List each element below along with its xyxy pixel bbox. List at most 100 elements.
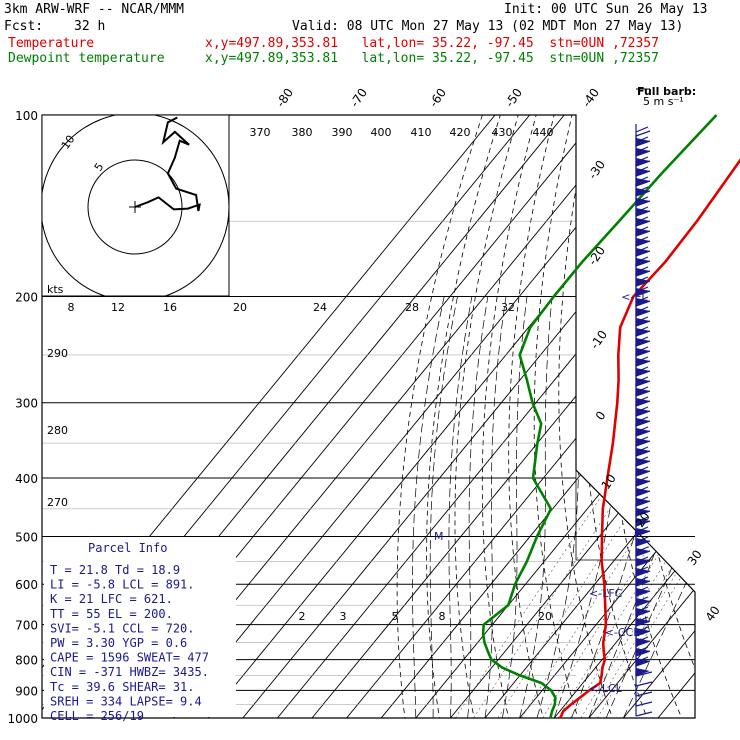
wind-barb-feather	[635, 620, 651, 627]
moist-adiabat-line	[429, 296, 458, 718]
wind-barb-feather	[635, 550, 651, 557]
isotherm-tick-label: -60	[426, 86, 449, 110]
wind-barb	[635, 224, 651, 246]
wind-barb	[635, 464, 651, 486]
parcel-info-row: SREH = 334 LAPSE= 9.4	[50, 694, 202, 708]
dry-adiabat-line	[558, 115, 618, 718]
lfc-marker: <-LFC	[589, 587, 623, 600]
wind-barb	[635, 544, 651, 566]
wind-barb-feather	[635, 346, 649, 353]
isotherm-tick-label: -30	[585, 158, 608, 182]
wind-barb	[635, 574, 651, 596]
wind-barb	[635, 704, 653, 717]
theta-tick-label: 290	[47, 347, 68, 360]
wind-barb-feather	[635, 420, 651, 427]
wind-barb-feather	[635, 446, 649, 453]
pressure-tick-label: 1000	[7, 712, 38, 726]
wind-barb-feather	[635, 370, 651, 377]
moist-adiabat-line	[448, 296, 473, 718]
wind-barb	[635, 404, 651, 426]
isotherm-tick-label: -50	[502, 86, 525, 110]
wind-barb-feather	[635, 190, 651, 197]
dry-adiabat-line	[426, 115, 501, 718]
wind-barb	[635, 134, 651, 156]
wind-barb-feather	[635, 176, 649, 183]
wind-barb	[635, 214, 651, 236]
hodograph-inner	[42, 115, 229, 296]
wind-barb-feather	[635, 436, 649, 443]
wind-barb-feather	[635, 556, 649, 563]
frame-ledge	[575, 470, 652, 561]
wind-barb-feather	[635, 306, 649, 313]
wind-barb-feather	[635, 546, 649, 553]
wind-barb-feather	[635, 416, 649, 423]
fcst-label: Fcst:	[4, 19, 44, 34]
wind-barb	[635, 194, 651, 216]
wind-barb-feather	[635, 236, 649, 243]
pressure-tick-label: 400	[15, 472, 38, 486]
wind-barb-feather	[635, 126, 649, 133]
theta-tick-label: 390	[332, 126, 353, 139]
wind-barb	[635, 314, 651, 336]
wind-barb-feather	[635, 460, 651, 467]
wind-barb-feather	[635, 671, 653, 677]
mixing-ratio-label: 8	[439, 610, 446, 623]
barb-legend-title: Full barb:	[637, 85, 696, 98]
wind-barb-feather	[635, 200, 651, 207]
model-title: 3km ARW-WRF -- NCAR/MMM	[4, 2, 185, 17]
isotherm-line	[450, 115, 695, 718]
theta-tick-label: 440	[533, 126, 554, 139]
wind-barb	[635, 584, 651, 606]
wind-barb	[635, 434, 651, 456]
isotherm-line	[484, 115, 695, 718]
pressure-tick-label: 700	[15, 619, 38, 633]
wind-barb-feather	[635, 466, 649, 473]
isotherm-tick-label: -20	[585, 244, 608, 268]
isotherm-line	[519, 115, 695, 718]
wind-barb-feather	[635, 536, 649, 543]
wind-barb-feather	[635, 650, 651, 657]
wind-barb-feather	[635, 600, 651, 607]
isotherm-line	[657, 115, 695, 718]
wind-barb-feather	[635, 580, 651, 587]
wind-barb-feather	[635, 390, 651, 397]
isotherm-tick-label: 30	[685, 547, 705, 568]
isotherm-line	[346, 115, 695, 718]
wind-barb-feather	[635, 450, 651, 457]
isotherm-tick-label: 10	[599, 471, 619, 492]
wind-barb-feather	[635, 336, 649, 343]
pressure-tick-label: 600	[15, 578, 38, 592]
wind-barb-feather	[635, 156, 649, 163]
wind-barb-feather	[635, 480, 651, 487]
wind-barb	[635, 454, 651, 476]
parcel-info-panel: Parcel Info T = 21.8 Td = 18.9LI = -5.8 L…	[44, 537, 236, 723]
wind-barb-feather	[635, 366, 649, 373]
mixing-ratio-label: 5	[392, 610, 399, 623]
wind-barb	[635, 244, 651, 266]
wind-barb-feather	[635, 136, 649, 143]
wind-barb-feather	[635, 310, 651, 317]
isotherm-tick-label: -80	[273, 86, 296, 110]
pressure-tick-label: 300	[15, 397, 38, 411]
wind-barb-feather	[635, 216, 649, 223]
wind-barb-feather	[635, 616, 649, 623]
wind-barb-feather	[635, 146, 649, 153]
wind-barb-feather	[635, 410, 651, 417]
parcel-info-row: Tc = 39.6 SHEAR= 31.	[50, 680, 195, 694]
m-marker: M	[434, 530, 444, 543]
barb-legend-units: 5 m s⁻¹	[643, 95, 684, 108]
wind-barb	[635, 354, 651, 376]
wind-barb-feather	[635, 691, 653, 697]
wind-barb	[635, 474, 651, 496]
wind-barb-feather	[635, 170, 651, 177]
wind-barb-feather	[635, 240, 651, 247]
wind-barb-feather	[635, 300, 651, 307]
pressure-tick-label: 900	[15, 684, 38, 698]
wind-barb	[635, 144, 651, 166]
wind-barb-feather	[635, 576, 649, 583]
isotherm-tick-label: -10	[587, 328, 610, 352]
isotherm-tick-label: -40	[579, 86, 602, 110]
lcl-marker: <-LCL	[589, 682, 623, 695]
theta-tick-label: 370	[250, 126, 271, 139]
isotherm-line	[311, 115, 695, 718]
